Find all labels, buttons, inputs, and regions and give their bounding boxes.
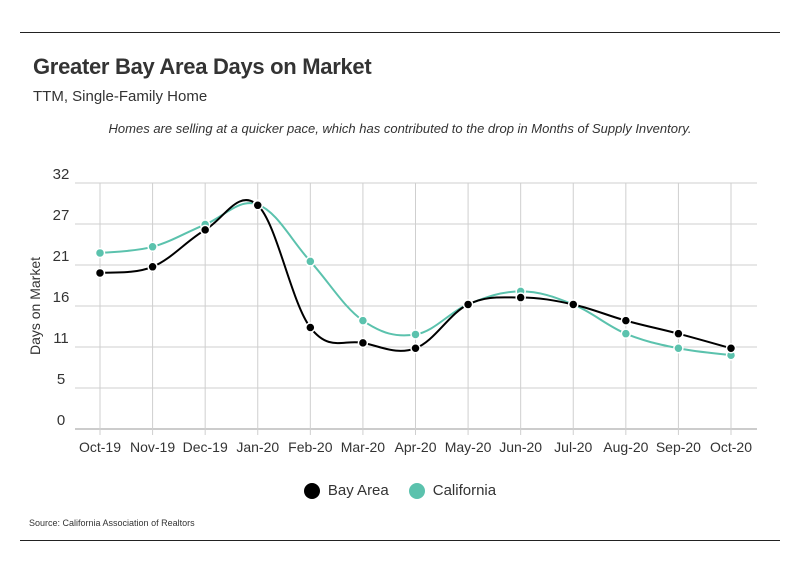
data-point-california[interactable]: [620, 328, 632, 339]
x-tick-label: Jan-20: [236, 439, 279, 455]
y-tick-label: 21: [53, 248, 70, 265]
legend-label-bay-area: Bay Area: [327, 482, 389, 499]
legend-item-california: California: [408, 482, 497, 499]
x-tick-label: Oct-19: [79, 439, 121, 455]
x-tick-label: Jun-20: [499, 439, 542, 455]
data-point-california[interactable]: [357, 315, 369, 326]
x-tick-label: Aug-20: [603, 439, 648, 455]
source-note: Source: California Association of Realto…: [29, 518, 195, 528]
y-tick-label: 32: [53, 166, 70, 183]
x-tick-labels: Oct-19 Nov-19 Dec-19 Jan-20 Feb-20 Mar-20 Apr-…: [79, 439, 752, 455]
x-tick-label: Mar-20: [341, 439, 386, 455]
y-axis-label: Days on Market: [27, 257, 43, 355]
legend-label-california: California: [432, 482, 497, 499]
data-point-california[interactable]: [673, 343, 684, 354]
x-tick-label: Dec-19: [183, 439, 228, 455]
legend: Bay Area California: [0, 482, 800, 499]
y-tick-label: 5: [57, 371, 65, 388]
series-points: [94, 199, 737, 361]
data-point-bay-area[interactable]: [410, 343, 421, 354]
data-point-california[interactable]: [147, 241, 158, 253]
y-tick-labels: 0 5 11 16 21 27 32: [53, 166, 70, 429]
x-tick-label: Apr-20: [394, 439, 436, 455]
chart-title: Greater Bay Area Days on Market: [33, 54, 372, 79]
y-tick-label: 16: [53, 289, 70, 306]
chart-note: Homes are selling at a quicker pace, whi…: [108, 121, 692, 136]
data-point-bay-area[interactable]: [673, 328, 684, 339]
y-tick-label: 27: [53, 207, 70, 224]
x-tick-label: Jul-20: [554, 439, 592, 455]
bottom-rule: [20, 540, 780, 541]
legend-item-bay-area: Bay Area: [303, 482, 389, 499]
data-point-bay-area[interactable]: [620, 315, 632, 326]
x-tick-label: Feb-20: [288, 439, 333, 455]
data-point-bay-area[interactable]: [462, 299, 474, 310]
data-point-california[interactable]: [94, 247, 106, 259]
legend-swatch-bay-area: [303, 482, 320, 499]
legend-swatch-california: [408, 482, 425, 499]
grid: [75, 182, 757, 435]
data-point-bay-area[interactable]: [94, 267, 106, 279]
x-tick-label: May-20: [445, 439, 492, 455]
data-point-bay-area[interactable]: [147, 261, 158, 273]
data-point-bay-area[interactable]: [357, 337, 369, 349]
data-point-bay-area[interactable]: [305, 322, 316, 333]
y-tick-label: 11: [53, 330, 69, 347]
y-tick-label: 0: [57, 412, 65, 429]
data-point-bay-area[interactable]: [725, 343, 737, 354]
data-point-bay-area[interactable]: [568, 299, 579, 310]
data-point-bay-area[interactable]: [199, 224, 211, 236]
top-rule: [20, 32, 780, 33]
data-point-california[interactable]: [305, 256, 316, 267]
chart-subtitle: TTM, Single-Family Home: [33, 88, 208, 105]
x-tick-label: Sep-20: [656, 439, 701, 455]
x-tick-label: Nov-19: [130, 439, 175, 455]
data-point-bay-area[interactable]: [515, 292, 526, 303]
data-point-california[interactable]: [410, 329, 421, 340]
x-tick-label: Oct-20: [710, 439, 752, 455]
data-point-bay-area[interactable]: [252, 200, 263, 211]
